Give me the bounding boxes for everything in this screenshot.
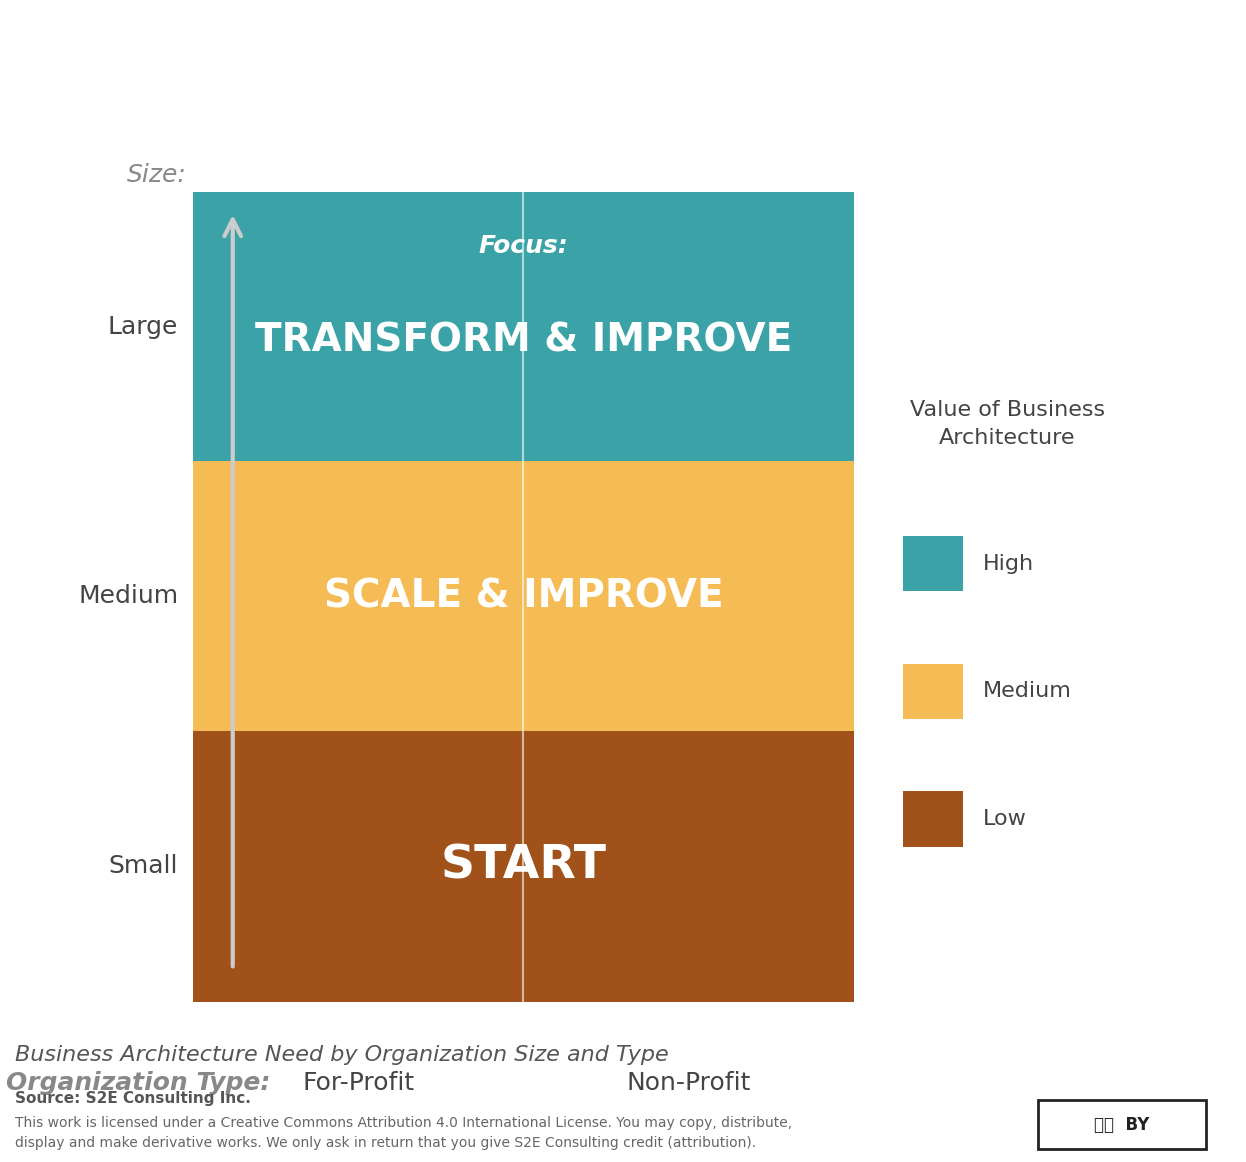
Text: SCALE & IMPROVE: SCALE & IMPROVE <box>324 578 723 616</box>
Text: Size:: Size: <box>127 163 187 187</box>
Text: Business Architecture Need by Organization Size and Type: Business Architecture Need by Organizati… <box>15 1045 669 1066</box>
Text: Non-Profit: Non-Profit <box>627 1071 750 1095</box>
Text: Large: Large <box>108 315 178 338</box>
Bar <box>193 192 854 461</box>
Bar <box>1038 1100 1206 1149</box>
Bar <box>193 731 854 1002</box>
Text: High: High <box>983 553 1034 574</box>
Text: START: START <box>440 844 607 889</box>
Text: TRANSFORM & IMPROVE: TRANSFORM & IMPROVE <box>254 321 792 359</box>
Text: Focus:: Focus: <box>478 234 568 258</box>
Text: Low: Low <box>983 809 1027 830</box>
Text: Medium: Medium <box>78 584 178 608</box>
Text: Value of Business
Architecture: Value of Business Architecture <box>910 400 1105 449</box>
Bar <box>903 664 963 719</box>
FancyArrowPatch shape <box>224 220 240 967</box>
Bar <box>903 536 963 591</box>
Text: ⒸⒸ  BY: ⒸⒸ BY <box>1094 1116 1150 1134</box>
Text: Small: Small <box>108 854 178 878</box>
Text: Organization Type:: Organization Type: <box>6 1071 270 1095</box>
Text: This work is licensed under a Creative Commons Attribution 4.0 International Lic: This work is licensed under a Creative C… <box>15 1117 792 1149</box>
Text: Source: S2E Consulting Inc.: Source: S2E Consulting Inc. <box>15 1091 250 1105</box>
Text: Medium: Medium <box>983 681 1072 702</box>
Bar <box>193 461 854 731</box>
Text: For-Profit: For-Profit <box>303 1071 414 1095</box>
Bar <box>903 791 963 847</box>
